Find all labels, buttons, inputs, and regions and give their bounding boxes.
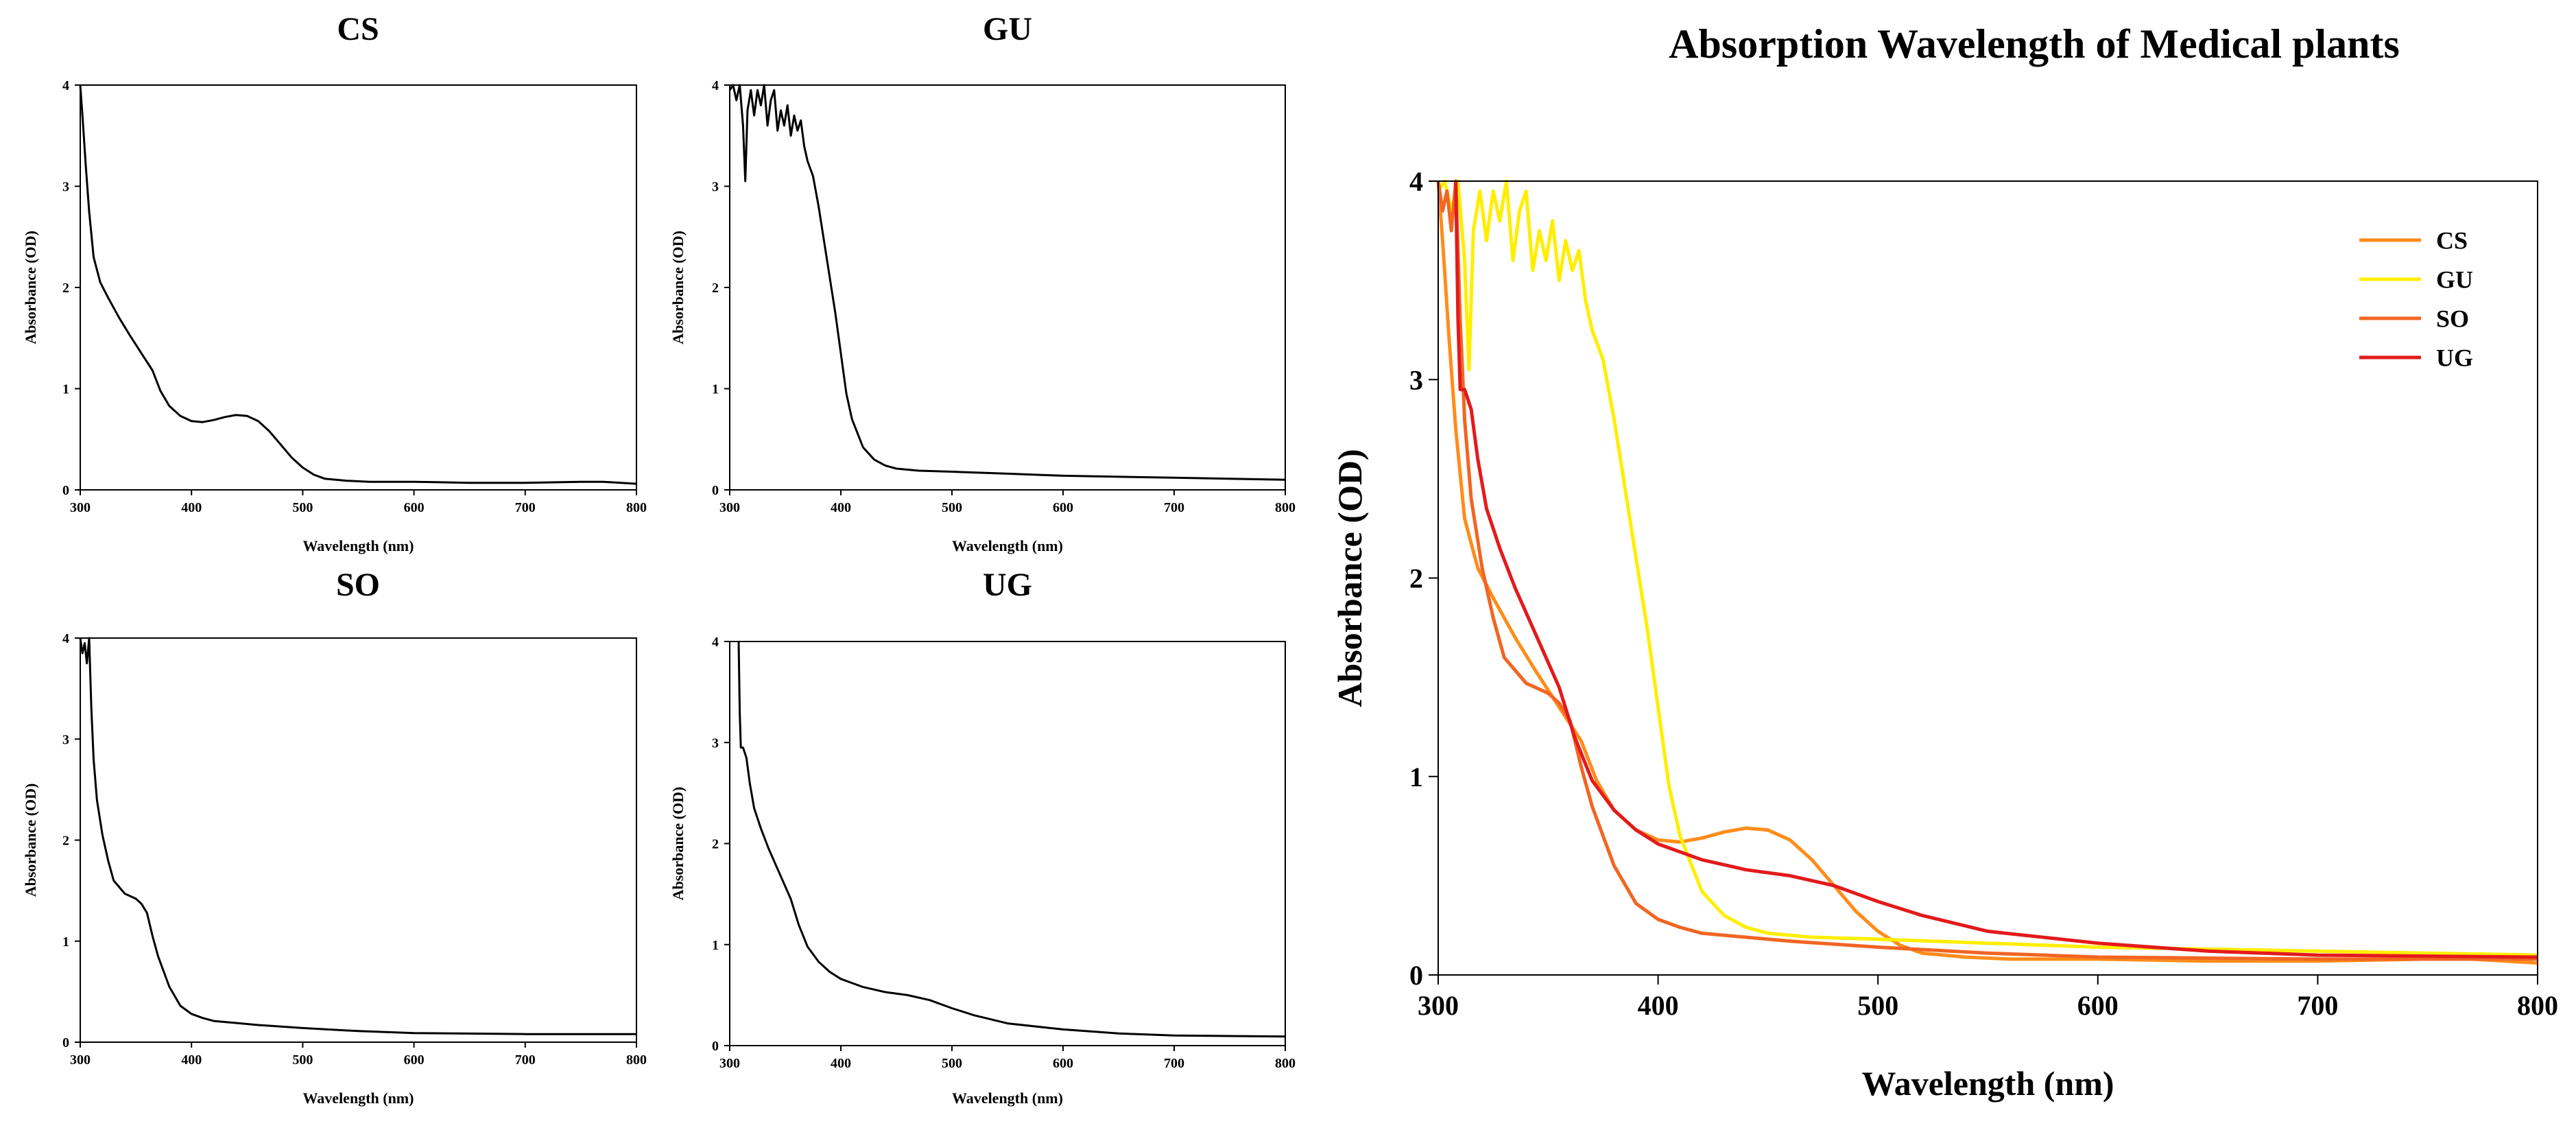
- plot-frame: [729, 641, 1286, 1046]
- chart-title: GU: [983, 11, 1032, 47]
- series-line-ug: [1454, 180, 2538, 959]
- plot-frame: [1438, 180, 2538, 976]
- x-tick-label: 300: [70, 1052, 91, 1068]
- plot-frame: [80, 84, 637, 491]
- y-tick-label: 3: [62, 180, 69, 195]
- x-tick-label: 500: [942, 1056, 962, 1071]
- y-tick-label: 2: [712, 837, 719, 852]
- y-axis-label: Absorbance (OD): [22, 231, 39, 344]
- x-tick-label: 700: [2297, 990, 2338, 1021]
- y-tick-label: 2: [62, 281, 69, 296]
- chart-2: SO 300 400 500 600 700 800 0 1 2 3 4 Wavelength (nm)…: [22, 567, 647, 1107]
- plot-frame: [729, 84, 1286, 491]
- x-axis-label: Wavelength (nm): [303, 1090, 414, 1107]
- series-line-cs: [1436, 180, 2538, 965]
- chart-4: Absorption Wavelength of Medical plants 3…: [1331, 21, 2558, 1103]
- x-tick-label: 400: [831, 500, 851, 515]
- x-tick-label: 500: [942, 500, 962, 515]
- x-tick-label: 700: [1164, 1056, 1184, 1071]
- x-tick-label: 300: [70, 500, 91, 515]
- y-tick-label: 1: [1409, 762, 1423, 792]
- x-tick-label: 600: [1053, 1056, 1073, 1071]
- x-tick-label: 400: [831, 1056, 851, 1071]
- series-line-ug: [737, 641, 1286, 1038]
- x-tick-label: 600: [404, 500, 425, 515]
- x-axis-label: Wavelength (nm): [952, 537, 1063, 554]
- chart-1: GU 300 400 500 600 700 800 0 1 2 3 4 Wavelength (nm)…: [669, 11, 1296, 554]
- x-tick-label: 500: [292, 500, 313, 515]
- chart-title: CS: [337, 11, 379, 47]
- x-tick-label: 800: [1275, 500, 1296, 515]
- y-tick-label: 4: [62, 631, 69, 646]
- series-line-so: [1436, 179, 2538, 961]
- x-tick-label: 800: [626, 1052, 647, 1068]
- x-tick-label: 400: [181, 500, 202, 515]
- y-axis-label: Absorbance (OD): [669, 231, 687, 344]
- x-tick-label: 400: [1638, 990, 1679, 1021]
- x-axis-label: Wavelength (nm): [303, 537, 414, 554]
- legend-label-gu: GU: [2436, 266, 2473, 294]
- y-tick-label: 3: [1409, 364, 1423, 395]
- y-tick-label: 4: [62, 78, 69, 93]
- y-tick-label: 4: [712, 635, 719, 650]
- x-tick-label: 500: [292, 1052, 313, 1068]
- x-axis-label: Wavelength (nm): [1861, 1064, 2114, 1103]
- legend-label-so: SO: [2436, 305, 2469, 333]
- series-line-so: [79, 637, 636, 1035]
- series-line-gu: [728, 84, 1286, 481]
- series-line-gu: [1436, 179, 2538, 957]
- legend: CS GU SO UG: [2359, 227, 2473, 372]
- chart-title: Absorption Wavelength of Medical plants: [1669, 21, 2400, 67]
- x-axis-label: Wavelength (nm): [952, 1090, 1063, 1107]
- legend-label-cs: CS: [2436, 227, 2468, 255]
- x-tick-label: 300: [719, 500, 740, 515]
- y-tick-label: 0: [62, 483, 69, 498]
- y-tick-label: 2: [712, 281, 719, 296]
- y-axis-label: Absorbance (OD): [22, 784, 39, 897]
- y-tick-label: 0: [712, 483, 719, 498]
- x-tick-label: 600: [2077, 990, 2119, 1021]
- x-tick-label: 400: [181, 1052, 202, 1068]
- x-tick-label: 300: [1418, 990, 1459, 1021]
- x-tick-label: 500: [1857, 990, 1898, 1021]
- x-tick-label: 600: [1053, 500, 1073, 515]
- chart-title: UG: [983, 567, 1032, 603]
- y-axis-label: Absorbance (OD): [669, 787, 687, 901]
- chart-3: UG 300 400 500 600 700 800 0 1 2 3 4 Wavelength (nm)…: [669, 567, 1296, 1107]
- x-tick-label: 800: [2517, 990, 2558, 1021]
- y-axis-label: Absorbance (OD): [1331, 449, 1369, 707]
- y-tick-label: 4: [712, 78, 719, 93]
- y-tick-label: 2: [1409, 563, 1423, 594]
- y-tick-label: 1: [712, 938, 719, 953]
- x-tick-label: 300: [719, 1056, 740, 1071]
- series-line-cs: [79, 84, 637, 485]
- legend-label-ug: UG: [2436, 344, 2473, 372]
- x-tick-label: 600: [404, 1052, 425, 1068]
- y-tick-label: 0: [712, 1039, 719, 1054]
- y-tick-label: 1: [62, 934, 69, 950]
- y-tick-label: 4: [1409, 166, 1423, 197]
- y-tick-label: 1: [62, 382, 69, 397]
- y-tick-label: 1: [712, 382, 719, 397]
- y-tick-label: 3: [712, 735, 719, 751]
- x-tick-label: 700: [515, 1052, 536, 1068]
- y-tick-label: 3: [62, 732, 69, 747]
- y-tick-label: 0: [1409, 960, 1423, 991]
- plot-frame: [80, 637, 637, 1043]
- y-tick-label: 3: [712, 180, 719, 195]
- chart-0: CS 300 400 500 600 700 800 0 1 2 3 4 Wavelength (nm)…: [22, 11, 647, 554]
- x-tick-label: 800: [626, 500, 647, 515]
- y-tick-label: 0: [62, 1035, 69, 1050]
- chart-title: SO: [336, 567, 380, 603]
- y-tick-label: 2: [62, 834, 69, 849]
- x-tick-label: 800: [1275, 1056, 1296, 1071]
- x-tick-label: 700: [1164, 500, 1184, 515]
- x-tick-label: 700: [515, 500, 536, 515]
